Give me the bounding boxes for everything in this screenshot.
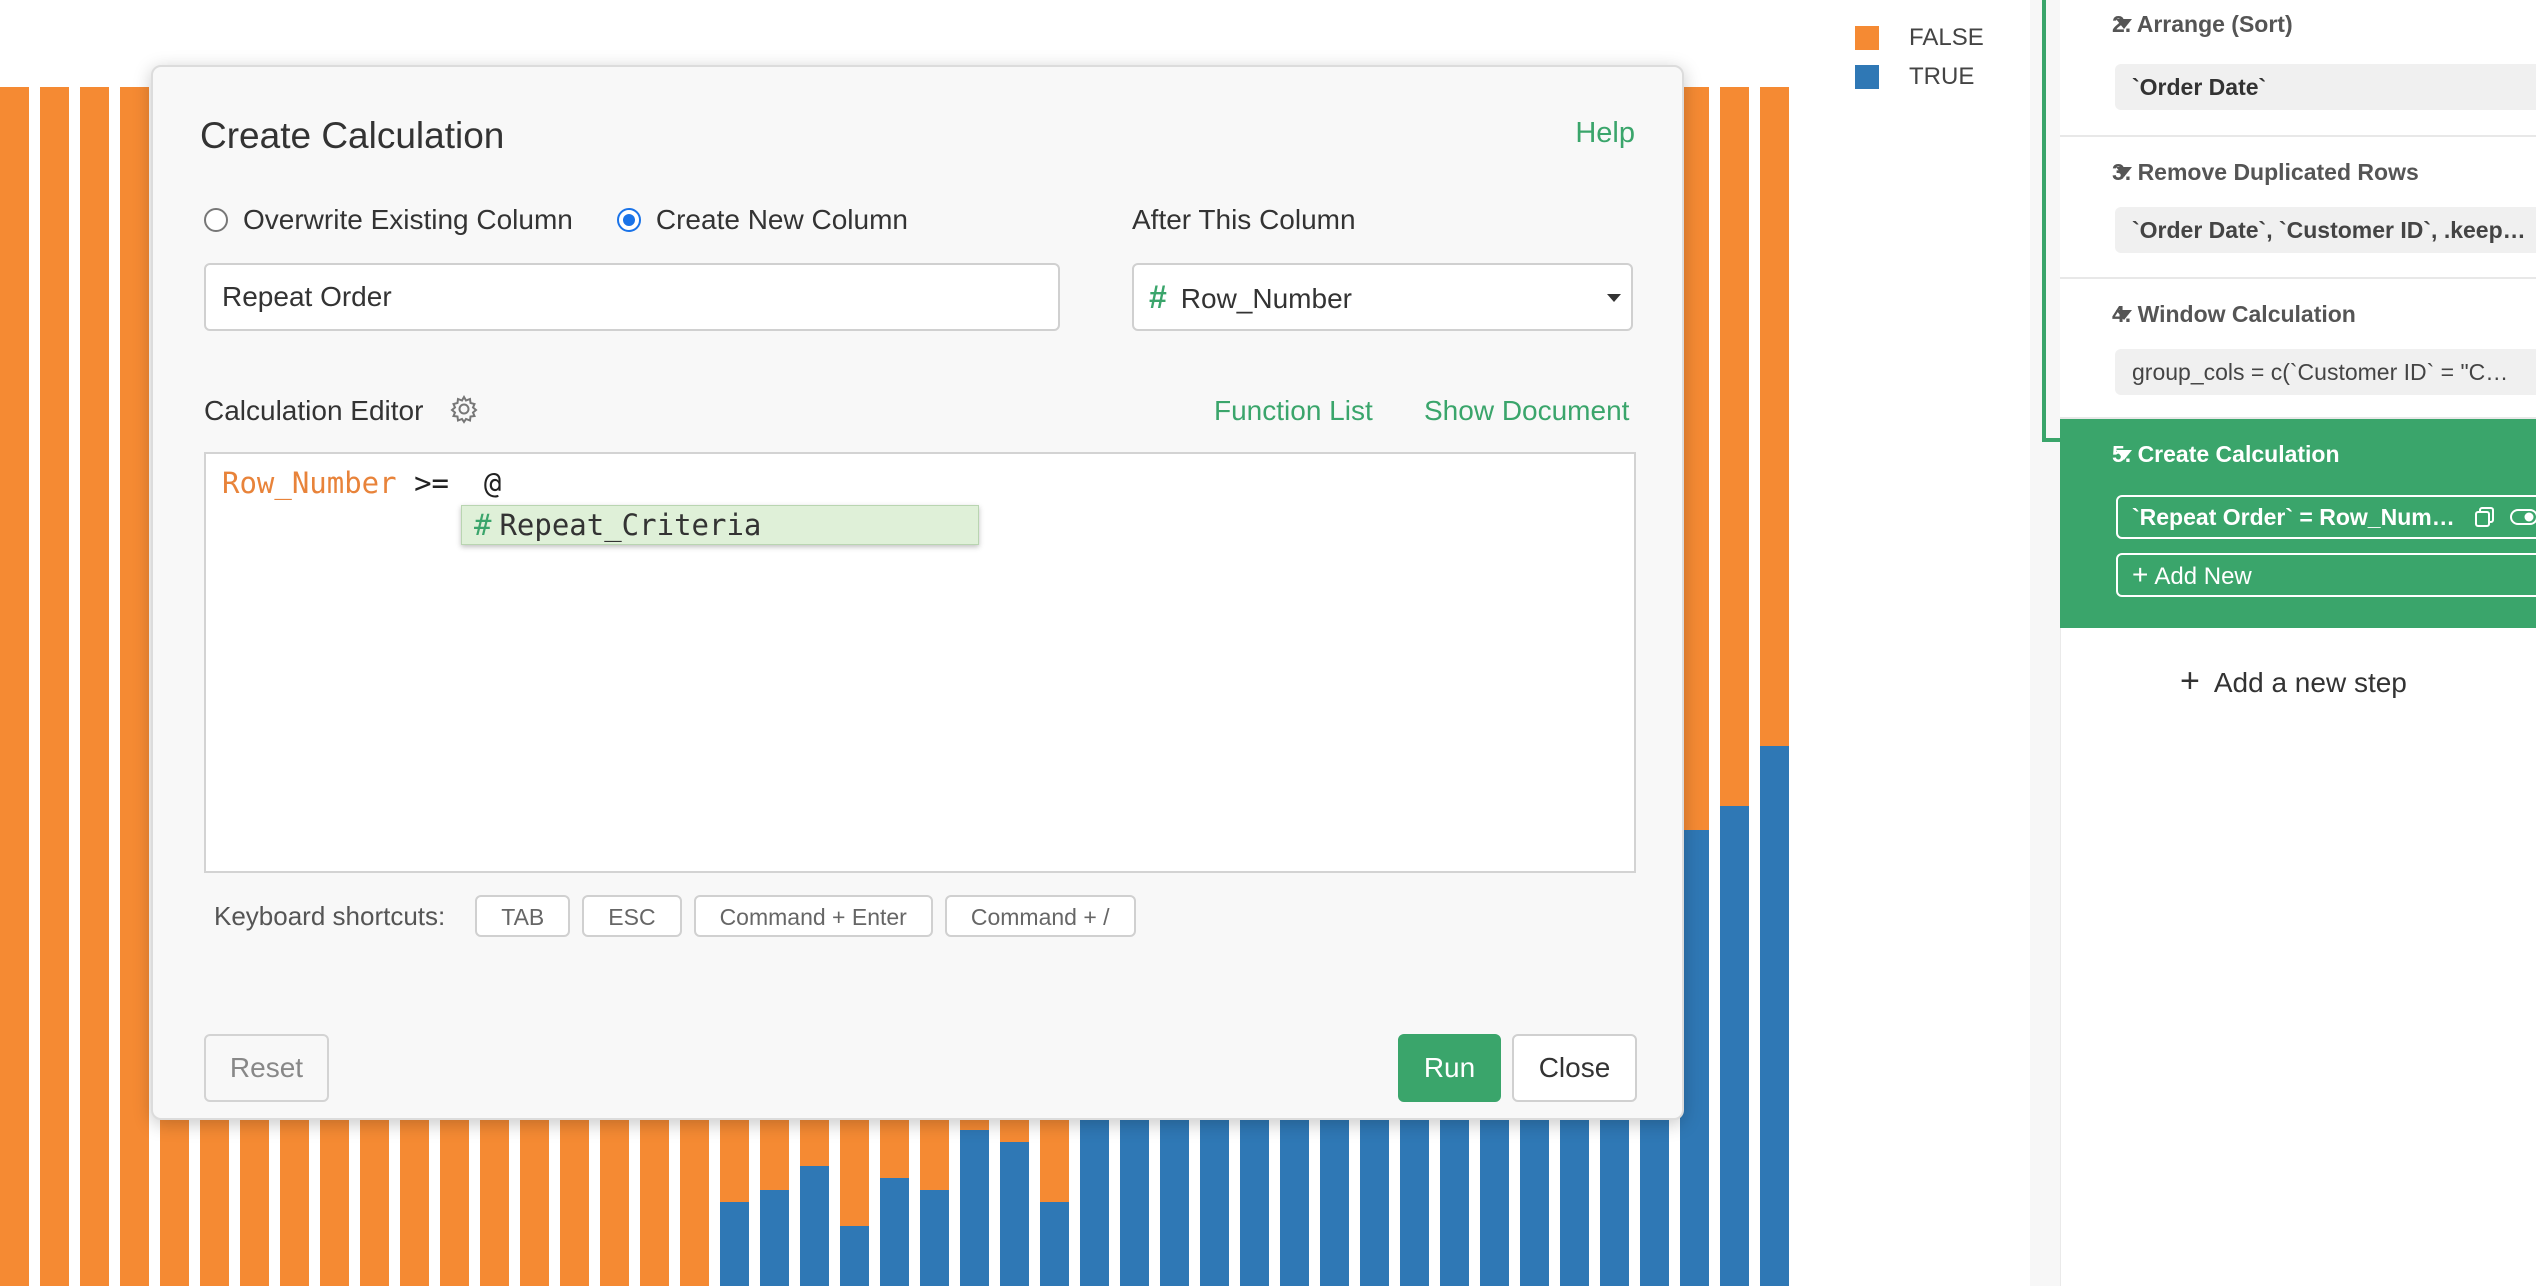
calculation-editor-label: Calculation Editor [204,395,424,426]
bar-true-segment[interactable] [920,1190,949,1286]
step-remove-duplicates[interactable]: 3. Remove Duplicated Rows `Order Date`, … [2060,137,2536,279]
chart-legend: FALSE TRUE [1855,18,1984,96]
shortcut-command-slash: Command + / [944,895,1136,937]
chevron-down-icon [1607,294,1621,302]
code-line: Row_Number >= @ [222,466,501,500]
step-window-calculation[interactable]: 4. Window Calculation group_cols = c(`Cu… [2060,279,2536,419]
keyboard-shortcuts: Keyboard shortcuts: TAB ESC Command + En… [214,895,1148,937]
column-mode-radio-group: Overwrite Existing Column Create New Col… [204,204,952,236]
bar-true-segment[interactable] [1120,1118,1149,1286]
bar-true-segment[interactable] [960,1130,989,1286]
bar-false-segment[interactable] [80,87,109,1286]
bar-true-segment[interactable] [1280,1094,1309,1286]
create-new-radio-label[interactable]: Create New Column [655,204,908,235]
show-document-link[interactable]: Show Document [1424,395,1630,426]
step-chip[interactable]: group_cols = c(`Customer ID` = "C… [2115,349,2536,395]
function-list-link[interactable]: Function List [1214,395,1373,426]
bar-false-segment[interactable] [120,87,149,1286]
create-new-radio[interactable] [616,208,641,232]
step-create-calculation[interactable]: 5. Create Calculation `Repeat Order` = R… [2060,419,2536,628]
step-chip[interactable]: `Order Date` [2115,64,2536,110]
caret-down-icon[interactable] [2116,167,2132,177]
reset-button[interactable]: Reset [204,1034,329,1102]
add-new-step-label: Add a new step [2213,667,2407,698]
step-title: 2. Arrange (Sort) [2112,11,2293,37]
bar-true-segment[interactable] [1080,1118,1109,1286]
plus-icon: + [2180,662,2200,700]
legend-swatch-false [1855,25,1879,50]
caret-down-icon[interactable] [2116,310,2132,320]
step-title: 3. Remove Duplicated Rows [2112,159,2419,185]
step-chip[interactable]: `Order Date`, `Customer ID`, .keep… [2115,207,2536,253]
code-column-token: Row_Number [222,466,397,500]
dialog-title: Create Calculation [200,115,505,156]
bar-true-segment[interactable] [1720,806,1749,1286]
caret-down-icon[interactable] [2116,19,2132,29]
run-button[interactable]: Run [1398,1034,1501,1102]
bar-true-segment[interactable] [800,1166,829,1286]
after-column-label: After This Column [1132,204,1356,235]
shortcut-command-enter: Command + Enter [693,895,933,937]
legend-label: FALSE [1909,23,1984,51]
bar-true-segment[interactable] [720,1202,749,1286]
bar-false-segment[interactable] [0,87,29,1286]
bar-true-segment[interactable] [760,1190,789,1286]
step-title: 5. Create Calculation [2112,441,2340,467]
shortcut-esc: ESC [582,895,682,937]
create-calculation-dialog: Create Calculation Help Overwrite Existi… [151,65,1684,1120]
bar-false-segment[interactable] [1760,87,1789,746]
copy-icon[interactable] [2474,506,2496,528]
after-column-value: Row_Number [1180,283,1352,314]
legend-label: TRUE [1909,62,1975,90]
step-title: 4. Window Calculation [2112,301,2356,327]
shortcuts-label: Keyboard shortcuts: [214,900,446,931]
overwrite-radio-label[interactable]: Overwrite Existing Column [243,204,573,235]
numeric-type-icon: # [474,508,492,542]
after-column-select[interactable]: # Row_Number [1132,263,1633,331]
step-arrange[interactable]: 2. Arrange (Sort) `Order Date` [2060,0,2536,137]
autocomplete-suggestion[interactable]: # Repeat_Criteria [461,505,979,545]
caret-down-icon[interactable] [2116,450,2132,460]
new-column-name-input[interactable]: Repeat Order [204,263,1060,331]
help-link[interactable]: Help [1575,117,1635,149]
overwrite-radio[interactable] [204,208,228,232]
code-operator-token: >= [396,466,467,500]
bar-true-segment[interactable] [1160,1118,1189,1286]
step-connector-h [2042,438,2072,442]
toggle-icon[interactable] [2510,506,2536,528]
add-new-button[interactable]: + Add New [2116,553,2536,597]
bar-true-segment[interactable] [1000,1142,1029,1286]
plus-icon: + [2132,559,2149,590]
shortcut-tab: TAB [475,895,571,937]
numeric-type-icon: # [1149,279,1167,315]
legend-item-true[interactable]: TRUE [1855,57,1984,96]
steps-panel: 2. Arrange (Sort) `Order Date` 3. Remove… [2030,0,2536,1286]
bar-false-segment[interactable] [1680,87,1709,830]
step-connector [2042,0,2046,442]
bar-false-segment[interactable] [1720,87,1749,806]
bar-true-segment[interactable] [1680,830,1709,1286]
legend-item-false[interactable]: FALSE [1855,18,1984,57]
calculation-code-editor[interactable]: Row_Number >= @ # Repeat_Criteria [204,452,1636,873]
bar-true-segment[interactable] [1200,1118,1229,1286]
code-cursor-token: @ [466,466,502,500]
calculation-chip[interactable]: `Repeat Order` = Row_Num… [2116,495,2536,539]
bar-false-segment[interactable] [40,87,69,1286]
calculation-chip-text: `Repeat Order` = Row_Num… [2132,504,2455,530]
autocomplete-label: Repeat_Criteria [499,508,762,542]
bar-true-segment[interactable] [1040,1202,1069,1286]
bar-true-segment[interactable] [1760,746,1789,1286]
bar-true-segment[interactable] [880,1178,909,1286]
bar-true-segment[interactable] [840,1226,869,1286]
add-new-label: Add New [2154,563,2252,590]
close-button[interactable]: Close [1512,1034,1637,1102]
bar-true-segment[interactable] [1240,1106,1269,1286]
gear-icon[interactable] [449,394,479,424]
legend-swatch-true [1855,64,1879,89]
add-new-step-button[interactable]: + Add a new step [2180,662,2407,701]
